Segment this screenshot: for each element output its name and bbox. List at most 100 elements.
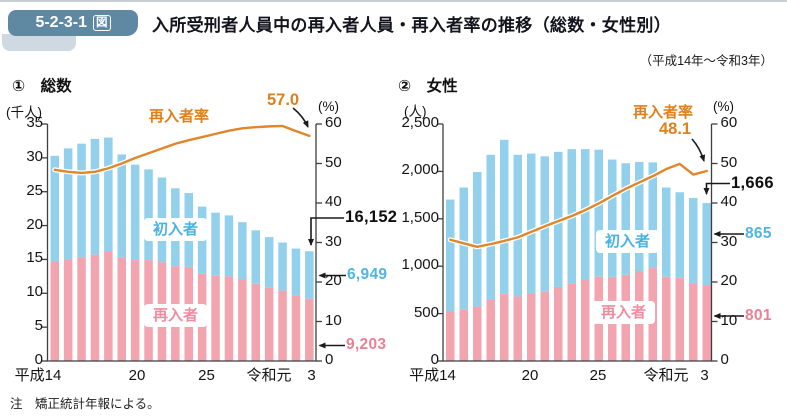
chart2-rate-line-label: 再入者率 — [633, 104, 694, 121]
chart2-rate-value: 48.1 — [659, 120, 692, 138]
chart1-right-axis-unit: (%) — [318, 99, 339, 114]
y-left-tick-label: 35 — [26, 114, 43, 131]
x-tick-label: 平成14 — [409, 367, 456, 384]
chart2-total-value: 1,666 — [731, 174, 774, 192]
bar-first-timer-total — [305, 251, 314, 299]
bar-first-timer-total — [224, 215, 234, 277]
y-right-tick-label: 20 — [720, 272, 738, 289]
bar-reentrant-total — [278, 290, 287, 361]
bar-first-timer-total — [77, 143, 86, 258]
bar-first-timer-female — [473, 171, 482, 307]
bar-reentrant-female — [486, 299, 495, 361]
figure-number: 5-2-3-1 — [35, 14, 88, 31]
bar-reentrant-total — [90, 254, 100, 361]
axes-female — [442, 124, 713, 362]
bar-reentrant-total — [117, 257, 126, 361]
bar-reentrant-total — [264, 287, 274, 361]
chart1-left-axis-unit: (千人) — [6, 105, 42, 120]
bar-reentrant-total — [238, 279, 247, 361]
x-tick-label: 令和元 — [643, 367, 689, 384]
x-tick-label: 25 — [589, 367, 607, 384]
bar-first-timer-female — [648, 162, 657, 269]
y-right-tick-label: 50 — [325, 153, 342, 171]
bar-reentrant-female — [662, 276, 671, 361]
bar-reentrant-female — [702, 285, 711, 361]
bar-reentrant-female — [459, 309, 468, 361]
badge-shadow — [2, 34, 76, 51]
bar-reentrant-female — [513, 296, 522, 361]
chart1-rate-line-label: 再入者率 — [149, 108, 210, 125]
bar-first-timer-female — [662, 187, 671, 277]
y-right-tick-label: 40 — [325, 193, 342, 210]
bar-reentrant-total — [77, 257, 86, 361]
bar-first-timer-female — [621, 163, 630, 275]
bar-first-timer-female — [581, 149, 590, 281]
x-tick-label: 3 — [307, 367, 316, 384]
chart2-first-timer-value: 865 — [745, 225, 772, 242]
y-right-tick-label: 30 — [720, 232, 738, 250]
x-tick-label: 20 — [128, 367, 146, 384]
total-arrow-female — [703, 182, 730, 195]
bar-first-timer-total — [278, 242, 287, 291]
bar-reentrant-total — [305, 298, 314, 361]
y-left-tick-label: 500 — [413, 303, 439, 321]
bar-reentrant-total — [130, 260, 140, 361]
bar-reentrant-female — [581, 280, 590, 361]
y-left-tick-label: 0 — [430, 351, 439, 368]
chart1-total-value: 16,152 — [345, 208, 398, 226]
total-arrow-total — [308, 217, 344, 246]
bar-first-timer-female — [486, 154, 495, 300]
bar-reentrant-female — [567, 283, 576, 361]
bar-reentrant-total — [291, 295, 301, 361]
chart2-left-axis-unit: (人) — [404, 104, 427, 119]
bar-first-timer-female — [608, 159, 617, 277]
bar-first-timer-total — [291, 248, 301, 296]
bar-reentrant-total — [50, 261, 59, 361]
rate-line-female — [449, 162, 708, 249]
x-tick-label: 25 — [198, 367, 215, 384]
y-right-tick-label: 30 — [325, 232, 342, 250]
bar-reentrant-female — [540, 291, 549, 361]
bar-reentrant-female — [675, 277, 684, 361]
chart2-reentrant-series-label: 再入者 — [592, 301, 656, 324]
y-left-tick-label: 25 — [26, 181, 43, 199]
x-tick-label: 平成14 — [14, 367, 62, 384]
chart1-reentrant-value: 9,203 — [346, 336, 387, 353]
bar-first-timer-female — [594, 149, 603, 277]
chart2-first-timer-series-label: 初入者 — [596, 230, 660, 253]
y-left-tick-label: 10 — [26, 283, 43, 301]
y-right-tick-label: 40 — [720, 193, 738, 210]
rate-arrow-total — [292, 107, 309, 128]
bar-first-timer-total — [104, 137, 113, 252]
bar-first-timer-female — [459, 187, 468, 310]
y-left-tick-label: 2,000 — [401, 161, 439, 179]
bar-first-timer-total — [211, 212, 220, 276]
y-left-tick-label: 1,000 — [401, 256, 439, 274]
bar-first-timer-total — [238, 222, 247, 280]
bar-first-timer-total — [264, 237, 274, 288]
bar-first-timer-female — [689, 197, 698, 285]
bar-reentrant-female — [446, 311, 455, 361]
y-left-tick-label: 1,500 — [401, 208, 439, 226]
source-note: 注 矯正統計年報による。 — [10, 397, 160, 411]
rate-line-total — [53, 124, 311, 175]
bar-reentrant-female — [527, 293, 536, 361]
bar-reentrant-female — [689, 284, 698, 361]
bar-reentrant-total — [251, 283, 260, 361]
y-right-tick-label: 10 — [720, 311, 738, 329]
chart1-first-timer-series-label: 初入者 — [144, 218, 208, 241]
bar-first-timer-total — [90, 138, 100, 255]
y-right-tick-label: 60 — [325, 114, 342, 131]
chart1-reentrant-series-label: 再入者 — [144, 304, 208, 327]
y-right-tick-label: 0 — [325, 351, 334, 368]
y-right-tick-label: 20 — [325, 272, 342, 289]
bar-reentrant-female — [473, 306, 482, 361]
bar-first-timer-female — [500, 139, 509, 294]
chart1-first-timer-value: 6,949 — [347, 266, 388, 283]
y-left-tick-label: 20 — [26, 215, 43, 233]
bar-reentrant-female — [500, 293, 509, 361]
x-tick-label: 令和元 — [246, 367, 292, 384]
y-left-tick-label: 5 — [34, 317, 43, 335]
y-left-tick-label: 2,500 — [401, 114, 439, 131]
